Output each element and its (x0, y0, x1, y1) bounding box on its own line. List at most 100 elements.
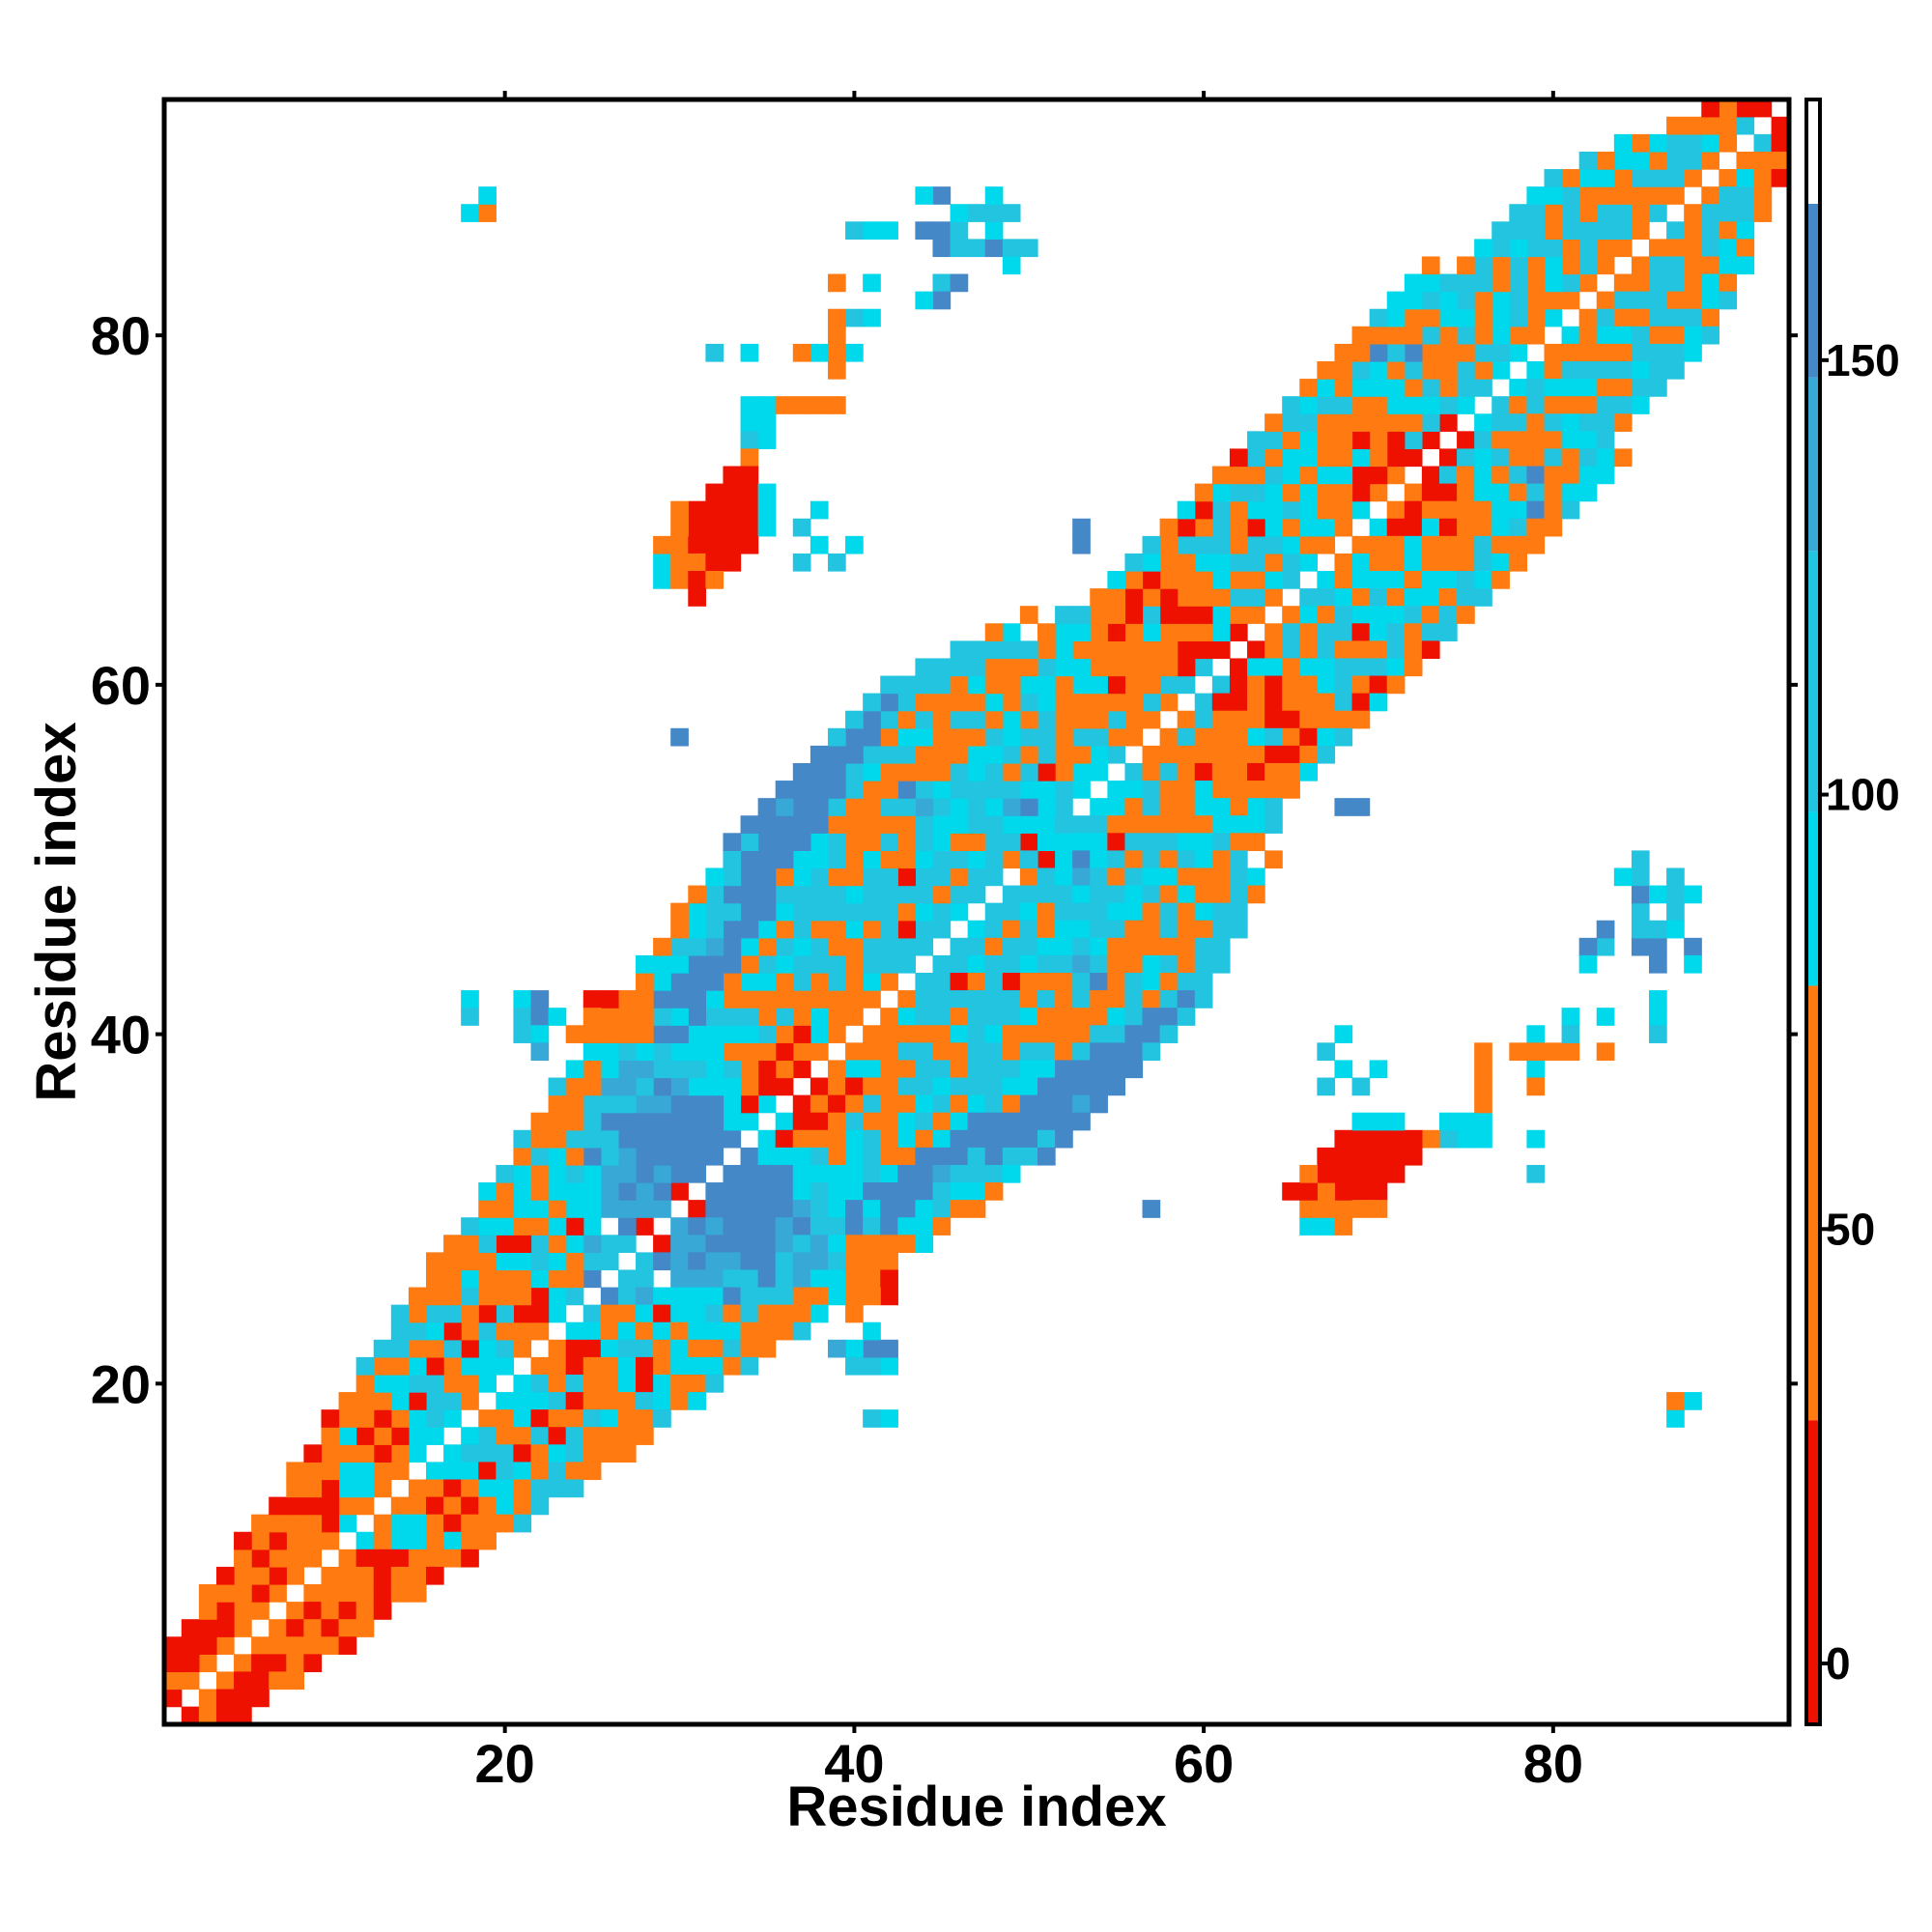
heatmap-cell (443, 1496, 462, 1516)
heatmap-cell (1578, 239, 1598, 258)
heatmap-cell (1578, 937, 1598, 956)
heatmap-cell (530, 1200, 550, 1218)
heatmap-cell (810, 902, 829, 922)
heatmap-cell (1019, 1129, 1038, 1149)
heatmap-cell (321, 1514, 340, 1533)
heatmap-cell (1142, 1008, 1161, 1026)
heatmap-cell (1211, 500, 1231, 520)
heatmap-cell (234, 1654, 252, 1673)
heatmap-cell (950, 710, 969, 729)
heatmap-cell (1369, 466, 1388, 485)
heatmap-cell (286, 1514, 304, 1533)
heatmap-cell (1211, 606, 1231, 624)
heatmap-cell (653, 1042, 671, 1062)
heatmap-cell (775, 1235, 794, 1253)
heatmap-cell (478, 1200, 497, 1218)
heatmap-cell (1317, 379, 1336, 397)
heatmap-cell (1334, 396, 1353, 414)
heatmap-cell (775, 1182, 794, 1201)
heatmap-cell (897, 833, 916, 851)
heatmap-cell (530, 1287, 550, 1306)
heatmap-cell (984, 1060, 1004, 1079)
heatmap-cell (1124, 588, 1144, 607)
heatmap-cell (443, 1479, 462, 1498)
heatmap-cell (1037, 815, 1056, 834)
heatmap-cell (425, 1496, 444, 1516)
heatmap-cell (757, 1304, 777, 1323)
heatmap-cell (617, 1235, 637, 1253)
heatmap-cell (1037, 954, 1056, 974)
heatmap-cell (932, 867, 952, 887)
heatmap-cell (1194, 518, 1213, 537)
heatmap-cell (1649, 151, 1667, 170)
heatmap-cell (373, 1479, 392, 1498)
heatmap-cell (303, 1654, 323, 1673)
heatmap-cell (1037, 693, 1056, 712)
heatmap-cell (530, 1025, 550, 1043)
heatmap-cell (234, 1602, 252, 1620)
heatmap-cell (1159, 571, 1179, 589)
heatmap-cell (1334, 1129, 1353, 1149)
heatmap-cell (1492, 500, 1510, 520)
heatmap-cell (234, 1548, 252, 1568)
heatmap-cell (1561, 221, 1580, 240)
heatmap-cell (880, 1112, 898, 1131)
heatmap-cell (670, 1008, 689, 1026)
heatmap-cell (1264, 815, 1283, 834)
heatmap-cell (1631, 204, 1650, 222)
heatmap-cell (775, 1147, 794, 1166)
heatmap-cell (984, 1129, 1004, 1149)
heatmap-cell (425, 1287, 444, 1306)
heatmap-cell (653, 973, 671, 991)
heatmap-cell (530, 1182, 550, 1201)
heatmap-cell (565, 1182, 584, 1201)
heatmap-cell (880, 1094, 898, 1114)
heatmap-cell (1002, 1129, 1021, 1149)
heatmap-cell (810, 937, 829, 956)
heatmap-cell (1369, 396, 1388, 414)
heatmap-cell (705, 1094, 724, 1114)
heatmap-cell (163, 1654, 183, 1673)
heatmap-cell (269, 1566, 287, 1585)
heatmap-cell (863, 833, 881, 851)
heatmap-cell (1438, 606, 1458, 624)
heatmap-cell (757, 1200, 777, 1218)
heatmap-cell (950, 833, 969, 851)
heatmap-cell (670, 1077, 689, 1096)
heatmap-cell (1264, 745, 1283, 764)
heatmap-cell (443, 1514, 462, 1533)
heatmap-cell (1369, 658, 1388, 677)
heatmap-cell (880, 1356, 898, 1376)
heatmap-cell (1649, 186, 1667, 205)
heatmap-cell (338, 1496, 357, 1516)
heatmap-cell (1072, 1042, 1091, 1062)
heatmap-cell (757, 937, 777, 956)
heatmap-cell (1019, 693, 1038, 712)
heatmap-cell (251, 1602, 270, 1620)
heatmap-cell (1229, 675, 1248, 695)
heatmap-cell (461, 1462, 479, 1481)
heatmap-cell (1072, 727, 1091, 747)
heatmap-cell (688, 571, 706, 589)
heatmap-cell (740, 343, 759, 362)
heatmap-cell (1474, 239, 1492, 258)
heatmap-cell (1247, 762, 1265, 781)
heatmap-cell (1509, 273, 1528, 293)
heatmap-cell (688, 1321, 706, 1341)
heatmap-cell (1438, 343, 1458, 362)
heatmap-cell (1474, 448, 1492, 468)
heatmap-cell (723, 920, 742, 939)
heatmap-cell (513, 1496, 532, 1516)
heatmap-cell (565, 1094, 584, 1114)
heatmap-cell (355, 1392, 375, 1410)
heatmap-cell (915, 937, 934, 956)
heatmap-cell (1002, 781, 1021, 799)
heatmap-cell (548, 1129, 567, 1149)
heatmap-cell (792, 954, 811, 974)
heatmap-cell (845, 833, 864, 851)
heatmap-cell (705, 937, 724, 956)
heatmap-cell (1317, 606, 1336, 624)
heatmap-cell (880, 815, 898, 834)
heatmap-cell (478, 1531, 497, 1550)
heatmap-cell (1107, 658, 1126, 677)
